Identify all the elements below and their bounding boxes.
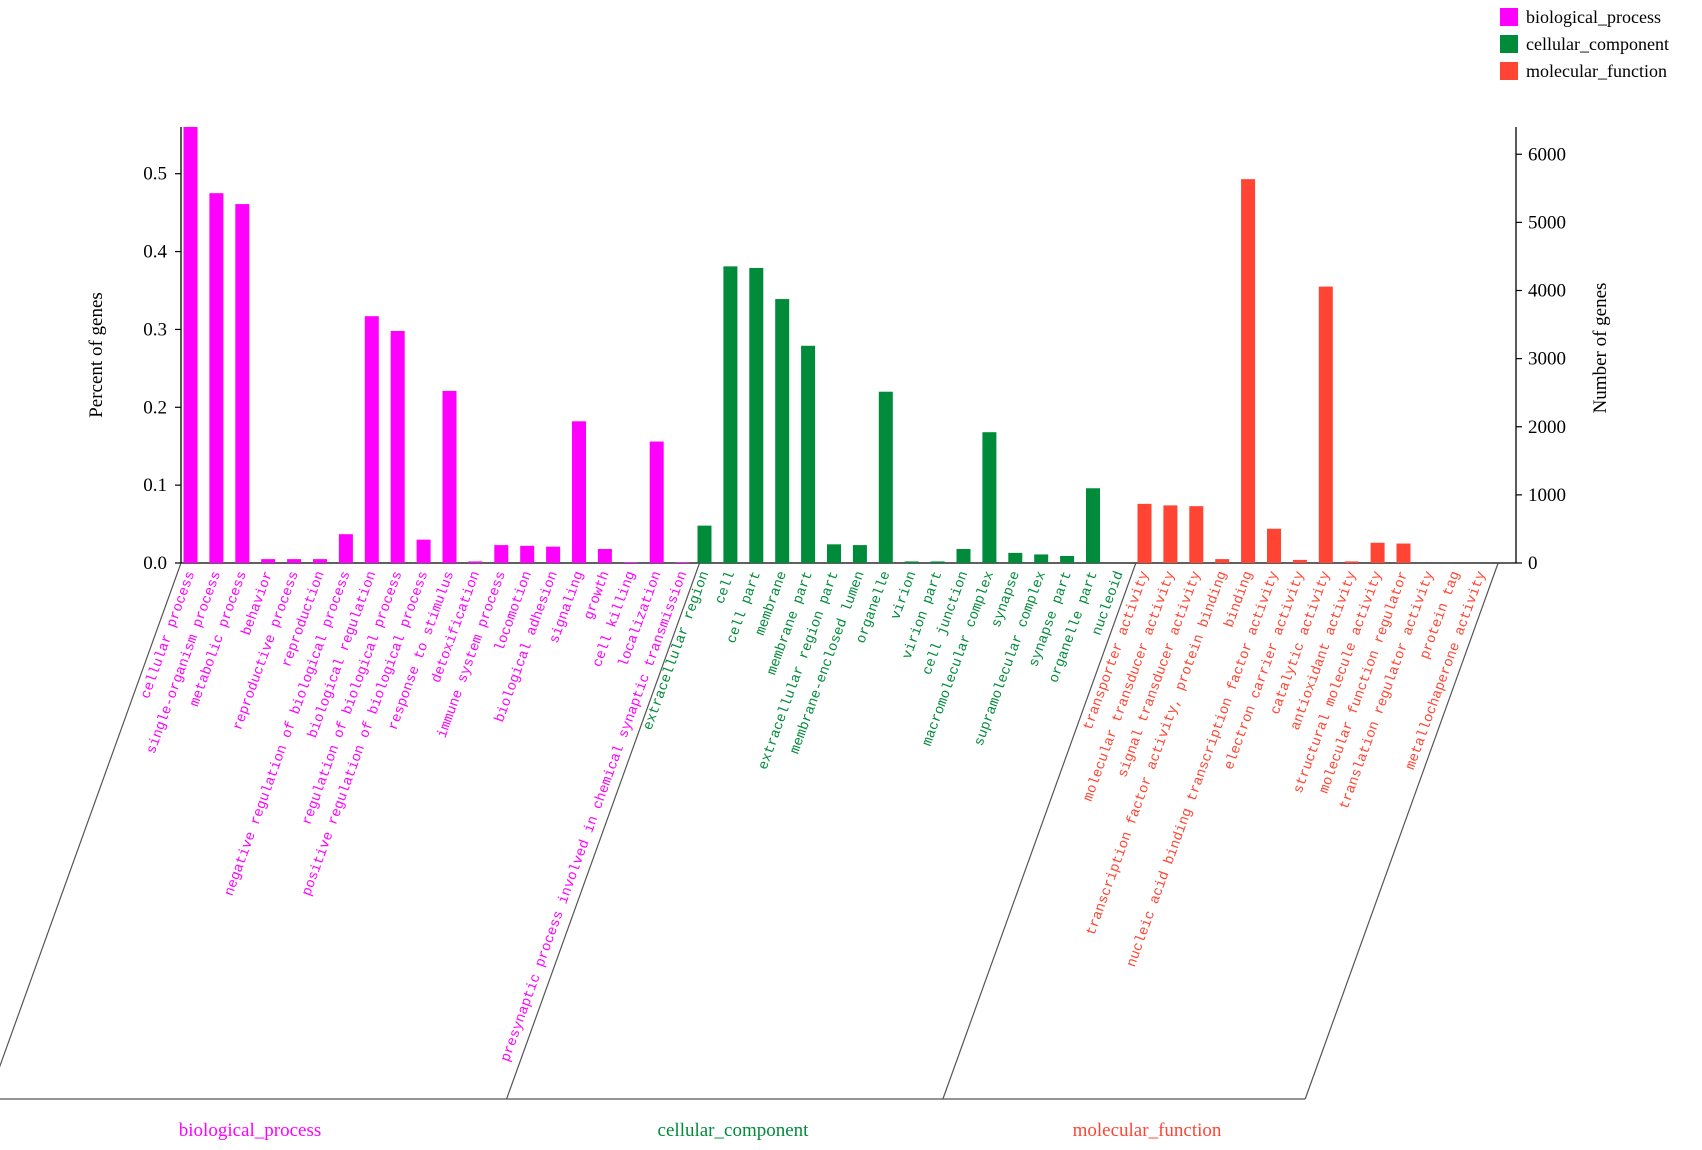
right-tick-label: 1000	[1528, 485, 1566, 506]
bar	[1396, 543, 1411, 563]
bar	[209, 193, 224, 563]
group-labels: biological_process cellular_component mole…	[179, 1120, 1222, 1141]
right-tick-label: 3000	[1528, 349, 1566, 370]
bar	[723, 266, 738, 563]
right-axis-label: Number of genes	[1590, 283, 1611, 414]
bar	[1189, 506, 1204, 563]
legend-label-molecular-function: molecular_function	[1526, 61, 1667, 81]
bar	[313, 559, 327, 563]
bar	[1241, 179, 1256, 563]
bar	[675, 562, 690, 563]
bar	[1137, 503, 1152, 563]
bar	[852, 545, 867, 563]
bar	[878, 391, 893, 563]
legend-swatch-biological-process	[1500, 8, 1518, 26]
left-tick-label: 0.5	[143, 164, 167, 185]
bar	[338, 534, 353, 563]
bar	[364, 316, 379, 563]
left-tick-label: 0.0	[143, 553, 167, 574]
right-tick-label: 6000	[1528, 144, 1566, 165]
category-label: cell	[713, 569, 740, 606]
bar	[442, 390, 457, 563]
bar	[416, 539, 431, 563]
legend-swatch-cellular-component	[1500, 35, 1518, 53]
bar	[1034, 554, 1049, 563]
left-tick-label: 0.2	[143, 397, 167, 418]
bar	[956, 548, 971, 563]
bar	[1267, 528, 1281, 563]
bar	[287, 559, 302, 563]
group-divider-line	[0, 562, 182, 1068]
bar	[982, 432, 997, 563]
left-tick-label: 0.4	[143, 242, 167, 263]
bar	[235, 204, 250, 564]
bar	[1086, 488, 1100, 563]
right-tick-label: 0	[1528, 553, 1538, 574]
bar	[261, 559, 276, 563]
left-axis-ticks: 0.0 0.1 0.2 0.3 0.4 0.5	[143, 164, 181, 574]
bar	[1292, 559, 1307, 563]
bar	[1215, 559, 1230, 563]
legend-label-cellular-component: cellular_component	[1526, 34, 1669, 54]
bar	[183, 127, 198, 563]
bar	[749, 267, 764, 563]
bar	[801, 345, 816, 563]
bar	[468, 561, 483, 563]
bar	[1008, 552, 1023, 563]
right-axis-ticks: 0 1000 2000 3000 4000 5000 6000	[1516, 144, 1566, 574]
legend-label-biological-process: biological_process	[1526, 7, 1661, 27]
bar	[1163, 505, 1178, 563]
bar	[546, 546, 561, 563]
left-tick-label: 0.3	[143, 319, 167, 340]
bar	[1370, 542, 1385, 563]
bars	[183, 127, 1411, 564]
right-tick-label: 2000	[1528, 417, 1566, 438]
bar	[623, 562, 638, 563]
right-tick-label: 5000	[1528, 212, 1566, 233]
bar	[1344, 561, 1359, 563]
bar	[904, 561, 919, 563]
bar	[775, 299, 790, 563]
bar	[572, 421, 586, 563]
group-divider-line	[942, 562, 1137, 1100]
bar	[1060, 555, 1075, 563]
group-label-molecular-function: molecular_function	[1073, 1120, 1222, 1141]
group-divider-line	[506, 562, 701, 1100]
bar	[520, 545, 535, 563]
left-axis-label: Percent of genes	[86, 292, 107, 418]
bar	[494, 545, 509, 563]
bar	[649, 441, 664, 563]
bar	[827, 544, 841, 563]
legend-swatch-molecular-function	[1500, 62, 1518, 80]
bar	[390, 330, 405, 563]
bar	[1318, 286, 1333, 563]
group-label-cellular-component: cellular_component	[658, 1120, 810, 1141]
right-tick-label: 4000	[1528, 281, 1566, 302]
bar	[697, 525, 712, 563]
bar	[597, 548, 612, 563]
left-tick-label: 0.1	[143, 475, 167, 496]
group-divider-line	[1304, 562, 1499, 1100]
legend: biological_process cellular_componentmole…	[1500, 7, 1669, 81]
group-label-biological-process: biological_process	[179, 1120, 321, 1141]
bar	[930, 561, 945, 563]
